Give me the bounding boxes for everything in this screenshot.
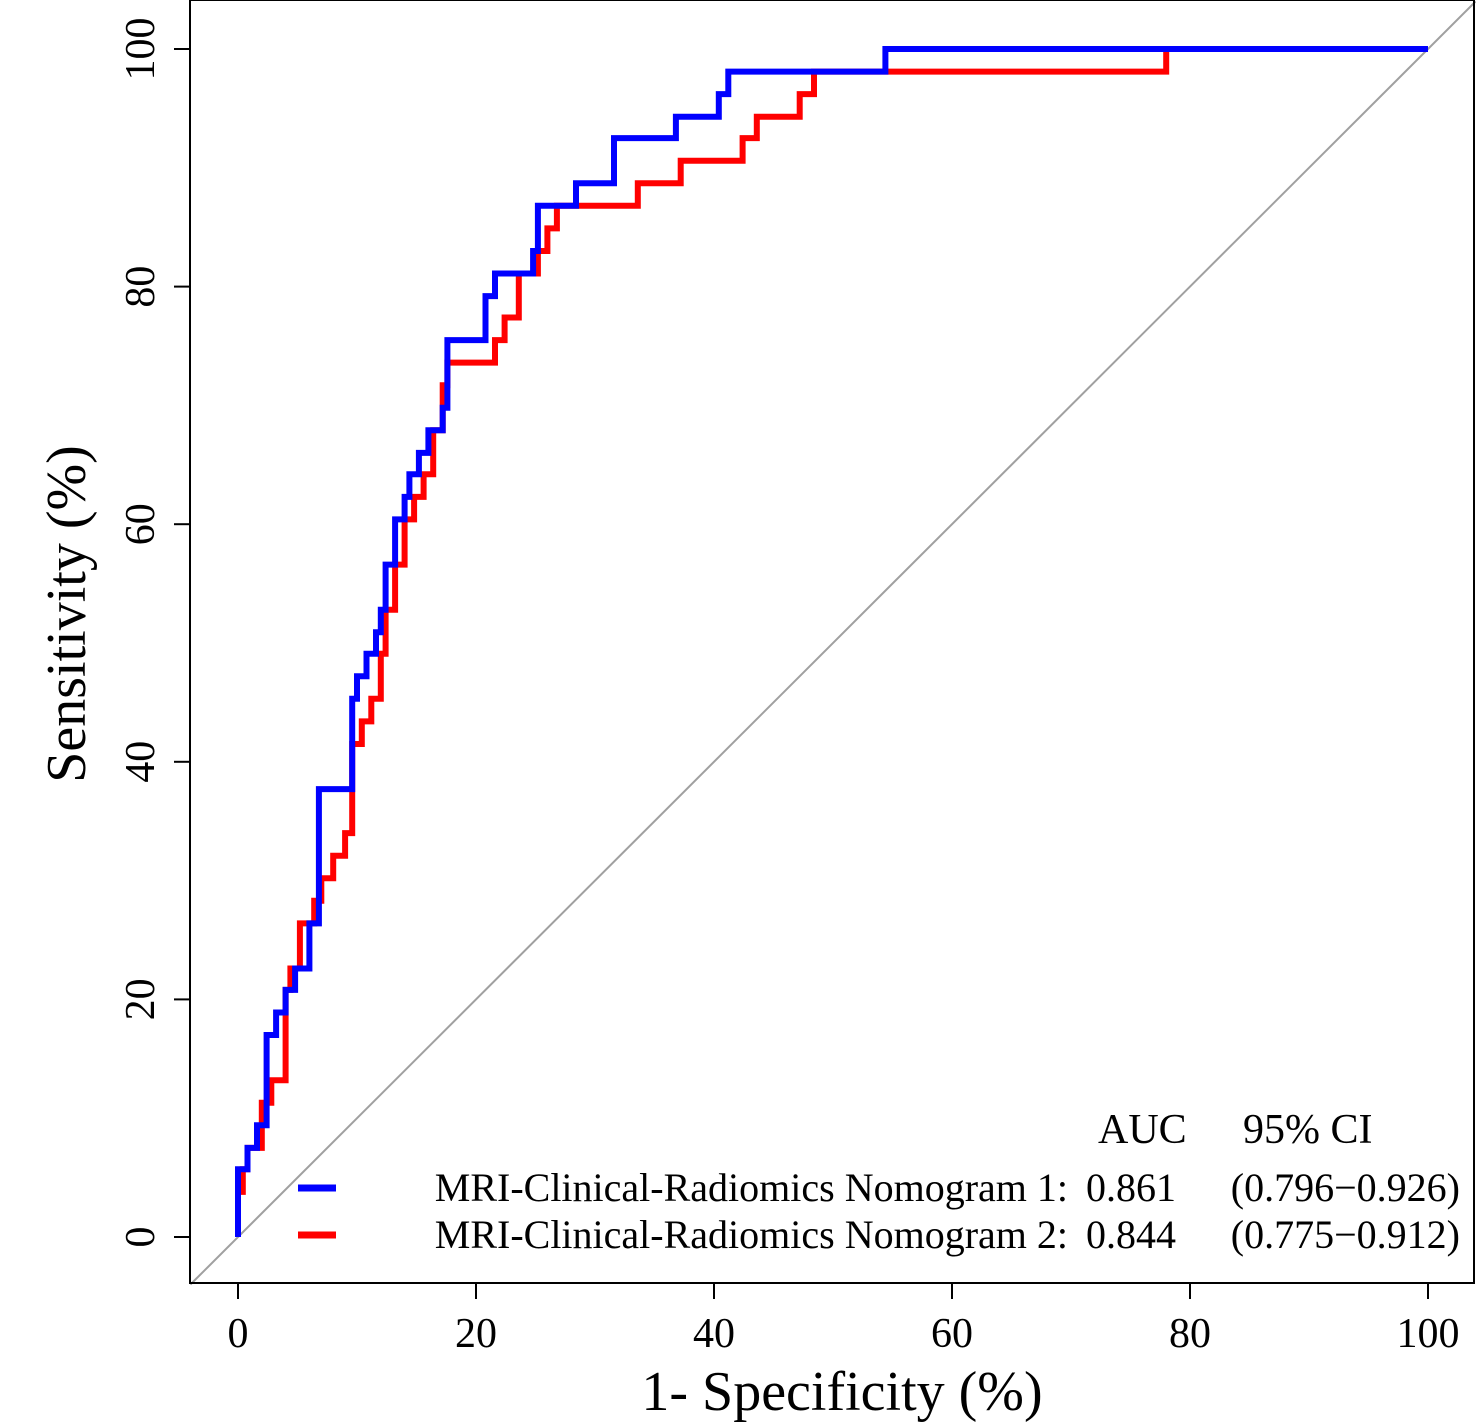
plot-frame [189, 0, 1475, 1284]
y-tick-label: 0 [118, 1227, 164, 1248]
reference-layer [189, 0, 1476, 1286]
roc-curve-1 [235, 46, 1428, 1237]
legend-label-1: MRI-Clinical-Radiomics Nomogram 1: [435, 1165, 1068, 1210]
legend-ci-1: (0.796−0.926) [1231, 1165, 1460, 1210]
legend-entry-2: MRI-Clinical-Radiomics Nomogram 2: 0.844… [298, 1212, 1460, 1257]
x-tick-label: 60 [931, 1311, 973, 1357]
legend-auc-1: 0.861 [1086, 1165, 1176, 1210]
reference-diagonal-line [189, 0, 1476, 1286]
y-tick-label: 100 [118, 18, 164, 81]
x-tick-label: 80 [1169, 1311, 1211, 1357]
legend-entry-1: MRI-Clinical-Radiomics Nomogram 1: 0.861… [298, 1165, 1460, 1210]
x-tick-label: 100 [1397, 1311, 1460, 1357]
legend-header-auc: AUC [1098, 1107, 1187, 1153]
x-tick-label: 40 [693, 1311, 735, 1357]
x-axis-label: 1- Specificity (%) [641, 1361, 1042, 1423]
x-axis: 0 20 40 60 80 100 [228, 1283, 1460, 1357]
x-tick-label: 20 [455, 1311, 497, 1357]
y-tick-label: 40 [118, 741, 164, 783]
roc-curve-2 [235, 46, 1428, 1237]
y-tick-label: 20 [118, 978, 164, 1020]
legend-auc-2: 0.844 [1086, 1212, 1176, 1257]
y-axis: 0 20 40 60 80 100 [118, 18, 190, 1248]
legend-label-2: MRI-Clinical-Radiomics Nomogram 2: [435, 1212, 1068, 1257]
y-axis-label: Sensitivity (%) [36, 445, 98, 783]
legend-ci-2: (0.775−0.912) [1231, 1212, 1460, 1257]
y-tick-label: 60 [118, 503, 164, 545]
legend: AUC 95% CI MRI-Clinical-Radiomics Nomogr… [298, 1107, 1460, 1257]
series-layer [235, 46, 1428, 1237]
y-tick-label: 80 [118, 266, 164, 308]
x-tick-label: 0 [228, 1311, 249, 1357]
legend-header-ci: 95% CI [1243, 1107, 1373, 1153]
